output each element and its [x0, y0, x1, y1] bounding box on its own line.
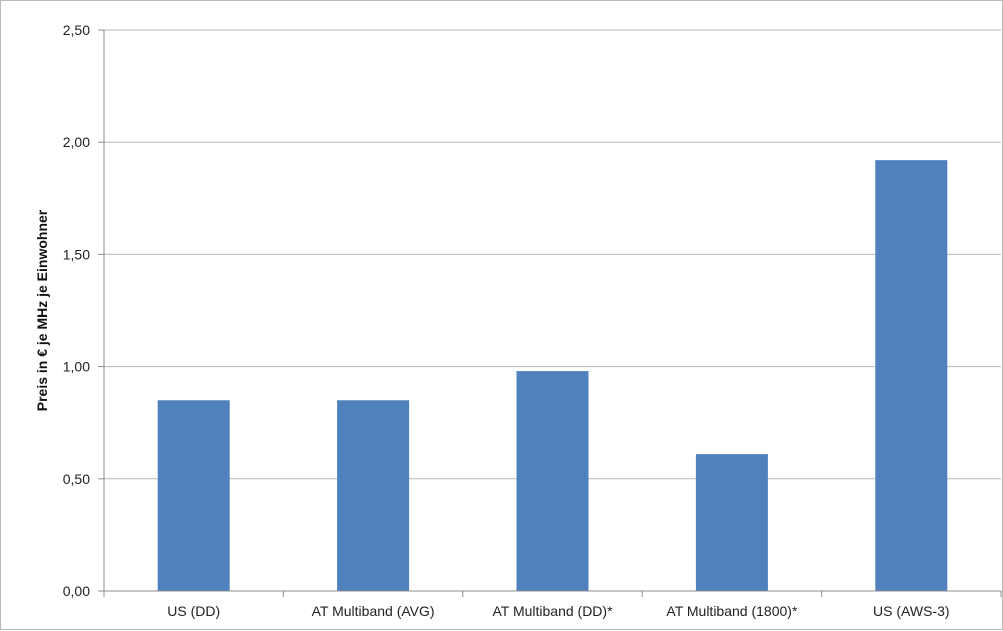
x-tick-label: US (DD)	[167, 603, 220, 619]
bars	[157, 160, 948, 592]
x-tick-label: US (AWS-3)	[873, 603, 949, 619]
bar	[516, 371, 589, 591]
grid-lines	[104, 29, 1001, 480]
y-tick-label: 1,00	[63, 359, 90, 375]
y-tick-label: 2,50	[63, 22, 90, 38]
y-tick-label: 0,50	[63, 471, 90, 487]
y-tick-label: 1,50	[63, 246, 90, 262]
y-axis-title: Preis in € je MHz je Einwohner	[34, 209, 50, 411]
bar	[875, 160, 948, 592]
x-tick-label: AT Multiband (AVG)	[312, 603, 435, 619]
y-tick-label: 0,00	[63, 583, 90, 599]
bar	[695, 454, 768, 591]
x-tick-label: AT Multiband (DD)*	[492, 603, 613, 619]
axis-labels: 0,00 0,50 1,00 1,50 2,00 2,50 US (DD) AT Multib…	[63, 22, 950, 619]
y-tick-label: 2,00	[63, 134, 90, 150]
axes	[98, 29, 1002, 597]
bar	[157, 400, 230, 591]
bar	[337, 400, 410, 591]
x-tick-label: AT Multiband (1800)*	[666, 603, 798, 619]
